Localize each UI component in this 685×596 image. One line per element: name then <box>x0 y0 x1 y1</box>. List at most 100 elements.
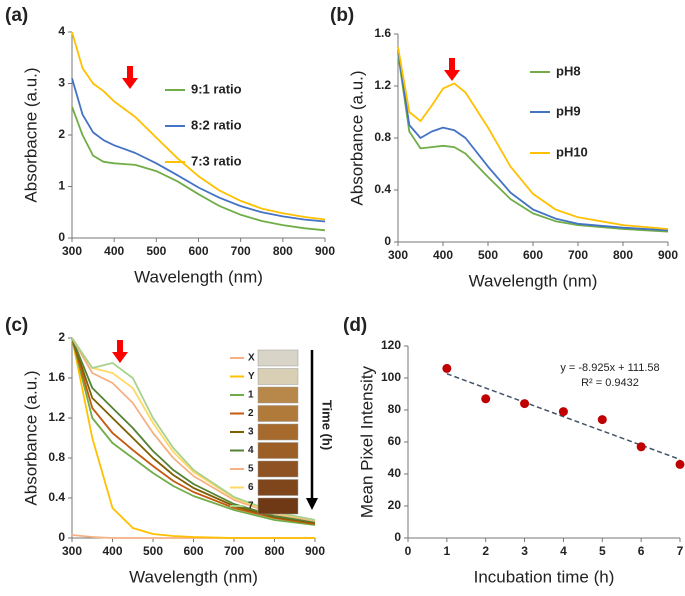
x-tick-label: 600 <box>188 244 208 258</box>
y-tick-label: 20 <box>388 498 402 512</box>
x-tick-label: 500 <box>146 244 166 258</box>
legend-label: 4 <box>248 445 254 456</box>
x-tick-label: 900 <box>658 248 678 262</box>
scatter-point <box>442 363 452 373</box>
legend-label: 6 <box>248 482 254 493</box>
x-tick-label: 6 <box>638 544 645 558</box>
x-tick-label: 7 <box>677 544 684 558</box>
time-arrowhead <box>306 498 318 510</box>
arrow <box>122 66 138 89</box>
vial-image <box>257 349 299 367</box>
y-tick-label: 4 <box>58 24 65 38</box>
x-tick-label: 900 <box>315 244 335 258</box>
y-axis-label: Mean Pixel Intensity <box>357 365 376 518</box>
y-tick-label: 0 <box>58 230 65 244</box>
y-tick-label: 60 <box>388 434 402 448</box>
x-tick-label: 300 <box>388 248 408 262</box>
panel-label: (a) <box>5 5 28 26</box>
vial-image <box>257 479 299 496</box>
x-tick-label: 4 <box>560 544 567 558</box>
series-line <box>397 46 669 230</box>
x-axis-label: Incubation time (h) <box>474 567 615 586</box>
trendline-equation: y = -8.925x + 111.58 <box>560 362 659 374</box>
scatter-point <box>636 442 646 452</box>
y-tick-label: 0 <box>394 530 401 544</box>
x-tick-label: 900 <box>305 544 325 558</box>
y-tick-label: 2 <box>58 330 65 344</box>
x-tick-label: 400 <box>102 544 122 558</box>
y-tick-label: 40 <box>388 466 402 480</box>
y-tick-label: 80 <box>388 402 402 416</box>
y-tick-label: 100 <box>381 370 401 384</box>
x-tick-label: 500 <box>143 544 163 558</box>
y-tick-label: 0 <box>384 234 391 248</box>
x-tick-label: 700 <box>224 544 244 558</box>
y-axis-label: Absorbance (a.u.) <box>21 370 40 505</box>
vial-image <box>257 460 299 478</box>
y-tick-label: 0.4 <box>48 490 65 504</box>
x-tick-label: 400 <box>104 244 124 258</box>
legend-label: pH9 <box>556 103 581 118</box>
vial-image <box>257 442 299 459</box>
y-tick-label: 3 <box>58 76 65 90</box>
legend-label: pH8 <box>556 63 581 78</box>
vial-image <box>257 405 299 422</box>
series-line <box>71 337 316 521</box>
x-tick-label: 0 <box>405 544 412 558</box>
y-tick-label: 0.8 <box>48 450 65 464</box>
series-line <box>71 337 316 523</box>
x-axis-label: Wavelength (nm) <box>129 567 258 586</box>
x-tick-label: 3 <box>521 544 528 558</box>
x-tick-label: 600 <box>183 544 203 558</box>
y-tick-label: 1.6 <box>374 26 391 40</box>
series-line <box>71 337 316 524</box>
panel-label: (d) <box>343 315 367 336</box>
scatter-point <box>597 415 607 425</box>
series-line <box>71 337 316 522</box>
legend-label: 7 <box>248 501 254 512</box>
arrow <box>444 58 460 81</box>
x-tick-label: 800 <box>264 544 284 558</box>
x-tick-label: 500 <box>478 248 498 262</box>
series-line <box>71 337 316 526</box>
series-line <box>71 337 316 521</box>
series-line <box>397 49 669 232</box>
legend-label: 1 <box>248 390 254 401</box>
series-line <box>397 53 669 233</box>
y-tick-label: 0 <box>58 530 65 544</box>
scatter-point <box>675 459 685 469</box>
y-tick-label: 1.6 <box>48 370 65 384</box>
series-line <box>71 78 326 223</box>
y-tick-label: 120 <box>381 338 401 352</box>
series-line <box>71 337 316 525</box>
x-tick-label: 2 <box>482 544 489 558</box>
legend-label: X <box>248 353 255 364</box>
y-tick-label: 0.8 <box>374 130 391 144</box>
series-line <box>71 106 326 232</box>
legend-label: 9:1 ratio <box>191 81 242 96</box>
scatter-point <box>520 399 530 409</box>
y-tick-label: 1.2 <box>48 410 65 424</box>
x-tick-label: 400 <box>433 248 453 262</box>
legend-label: pH10 <box>556 144 588 159</box>
vial-image <box>257 497 299 515</box>
arrow <box>112 340 128 363</box>
x-tick-label: 600 <box>523 248 543 262</box>
scatter-point <box>558 407 568 417</box>
annotation: Time (h) <box>320 400 335 450</box>
legend-label: 7:3 ratio <box>191 153 242 168</box>
x-axis-label: Wavelength (nm) <box>469 271 598 290</box>
x-tick-label: 800 <box>613 248 633 262</box>
y-axis-label: Absorbance (a.u.) <box>347 70 366 205</box>
series-line <box>71 337 315 539</box>
scatter-point <box>481 394 491 404</box>
x-tick-label: 700 <box>568 248 588 262</box>
panel-label: (b) <box>330 5 354 26</box>
y-tick-label: 1.2 <box>374 78 391 92</box>
legend-label: Y <box>248 371 255 382</box>
x-tick-label: 800 <box>273 244 293 258</box>
series-line <box>71 31 326 221</box>
x-tick-label: 1 <box>444 544 451 558</box>
y-tick-label: 1 <box>58 179 65 193</box>
